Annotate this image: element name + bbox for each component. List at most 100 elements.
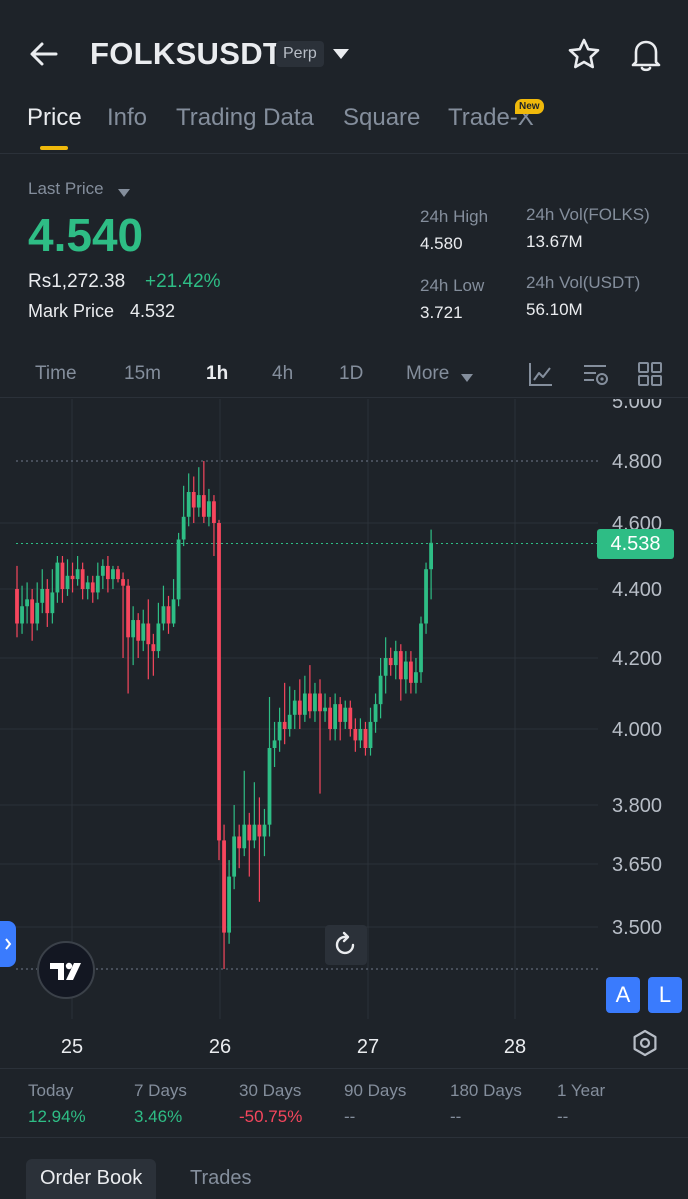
tab-info[interactable]: Info <box>107 104 148 131</box>
tab-order-book[interactable]: Order Book <box>26 1159 157 1199</box>
app-header: FOLKSUSDT Perp <box>0 0 688 100</box>
candle-body <box>388 658 393 666</box>
perf-item: 7 Days 3.46% <box>134 1081 187 1127</box>
caret-down-icon[interactable] <box>118 184 130 197</box>
candle-body <box>237 836 242 849</box>
vol-base-label: 24h Vol(FOLKS) <box>526 205 650 224</box>
y-axis-tick-label: 4.800 <box>612 451 662 473</box>
candle-body <box>378 675 383 705</box>
fiat-price: Rs1,272.38 <box>28 271 126 292</box>
perf-label: 180 Days <box>450 1081 522 1100</box>
side-panel-tab-icon[interactable] <box>0 921 16 967</box>
candle-body <box>45 589 50 614</box>
candle-body <box>242 824 247 849</box>
candle-body <box>262 824 267 837</box>
candle-body <box>151 644 156 652</box>
symbol-title[interactable]: FOLKSUSDT <box>90 36 283 71</box>
candle-body <box>186 492 191 517</box>
x-axis-tick-label: 27 <box>357 1036 379 1058</box>
candle-body <box>333 704 338 729</box>
candle-body <box>383 658 388 676</box>
last-price-value: 4.540 <box>28 209 144 261</box>
settings-hex-icon[interactable] <box>630 1028 660 1058</box>
candles <box>15 461 433 969</box>
perf-label: Today <box>28 1081 74 1100</box>
timeframe-1h[interactable]: 1h <box>206 363 229 384</box>
perf-value: -- <box>344 1107 356 1126</box>
candlestick-chart[interactable]: 5.0004.8004.6004.4004.2004.0003.8003.650… <box>0 399 688 1067</box>
candle-body <box>201 495 206 517</box>
candle-body <box>373 704 378 722</box>
candle-body <box>55 562 60 593</box>
perf-value: -- <box>557 1107 569 1126</box>
tab-price[interactable]: Price <box>27 104 82 131</box>
mark-price-value: 4.532 <box>130 301 176 321</box>
back-arrow-icon[interactable] <box>26 36 62 72</box>
caret-down-icon[interactable] <box>461 369 473 387</box>
timeframe-1d[interactable]: 1D <box>339 363 364 384</box>
candle-body <box>70 575 75 580</box>
log-scale-button[interactable]: L <box>648 977 682 1013</box>
main-tabs: Price Info Trading Data Square Trade-X <box>0 100 688 154</box>
candle-body <box>419 623 423 673</box>
bell-icon[interactable] <box>627 35 665 73</box>
candle-body <box>232 836 237 877</box>
y-axis-tick-label: 3.500 <box>612 917 662 939</box>
axis-labels: 5.0004.8004.6004.4004.2004.0003.8003.650… <box>61 399 662 1058</box>
candle-body <box>323 707 327 712</box>
candle-body <box>60 562 65 589</box>
timeframe-more[interactable]: More <box>406 363 450 384</box>
candle-body <box>403 661 408 680</box>
price-chart[interactable]: 5.000 4.800 4.600 4.400 4.200 4.000 3.800 3.650… <box>0 399 688 1067</box>
star-icon[interactable] <box>566 36 602 72</box>
candle-body <box>50 592 55 614</box>
candle-body <box>292 700 297 715</box>
candle-body <box>227 876 231 933</box>
perp-badge: Perp <box>276 41 324 67</box>
candle-body <box>393 651 398 666</box>
perf-item: Today 12.94% <box>28 1081 86 1127</box>
performance-strip: Today 12.94% 7 Days 3.46% 30 Days -50.75… <box>0 1068 688 1138</box>
perf-label: 90 Days <box>344 1081 407 1100</box>
grid-layout-icon[interactable] <box>636 360 664 388</box>
candle-body <box>267 748 272 825</box>
tradingview-logo-icon[interactable] <box>37 941 95 999</box>
candle-body <box>161 606 166 624</box>
candle-body <box>35 602 40 624</box>
perf-value: -50.75% <box>239 1107 303 1126</box>
candle-body <box>343 707 348 722</box>
timeframe-15m[interactable]: 15m <box>124 363 161 384</box>
candle-body <box>217 523 221 841</box>
timeframe-4h[interactable]: 4h <box>272 363 294 384</box>
auto-scale-button[interactable]: A <box>606 977 640 1013</box>
candle-body <box>368 721 373 748</box>
tab-trading-data[interactable]: Trading Data <box>176 104 314 131</box>
caret-down-icon[interactable] <box>331 47 351 61</box>
low-24h-label: 24h Low <box>420 276 485 295</box>
y-axis-tick-label: 5.000 <box>612 399 662 413</box>
candle-body <box>80 569 85 589</box>
tab-square[interactable]: Square <box>343 104 421 131</box>
candle-body <box>297 700 302 715</box>
candle-body <box>25 599 29 607</box>
chart-settings-icon[interactable] <box>582 360 610 388</box>
indicator-icon[interactable] <box>527 360 555 388</box>
candle-body <box>111 569 115 580</box>
candle-body <box>348 707 353 729</box>
candle-body <box>20 606 24 624</box>
candle-body <box>95 575 100 593</box>
chart-grid <box>0 399 598 1019</box>
candle-body <box>247 824 252 841</box>
candle-body <box>75 569 80 580</box>
y-axis-tick-label: 4.200 <box>612 648 662 670</box>
x-axis-tick-label: 26 <box>209 1036 231 1058</box>
tab-trades[interactable]: Trades <box>190 1167 252 1189</box>
last-price-label[interactable]: Last Price <box>28 179 104 198</box>
low-24h-value: 3.721 <box>420 303 463 322</box>
candle-body <box>15 589 19 624</box>
timeframe-time[interactable]: Time <box>35 363 77 384</box>
candle-body <box>121 579 125 586</box>
active-tab-indicator <box>40 146 68 150</box>
reset-icon[interactable] <box>325 925 367 965</box>
y-axis-tick-label: 4.400 <box>612 579 662 601</box>
